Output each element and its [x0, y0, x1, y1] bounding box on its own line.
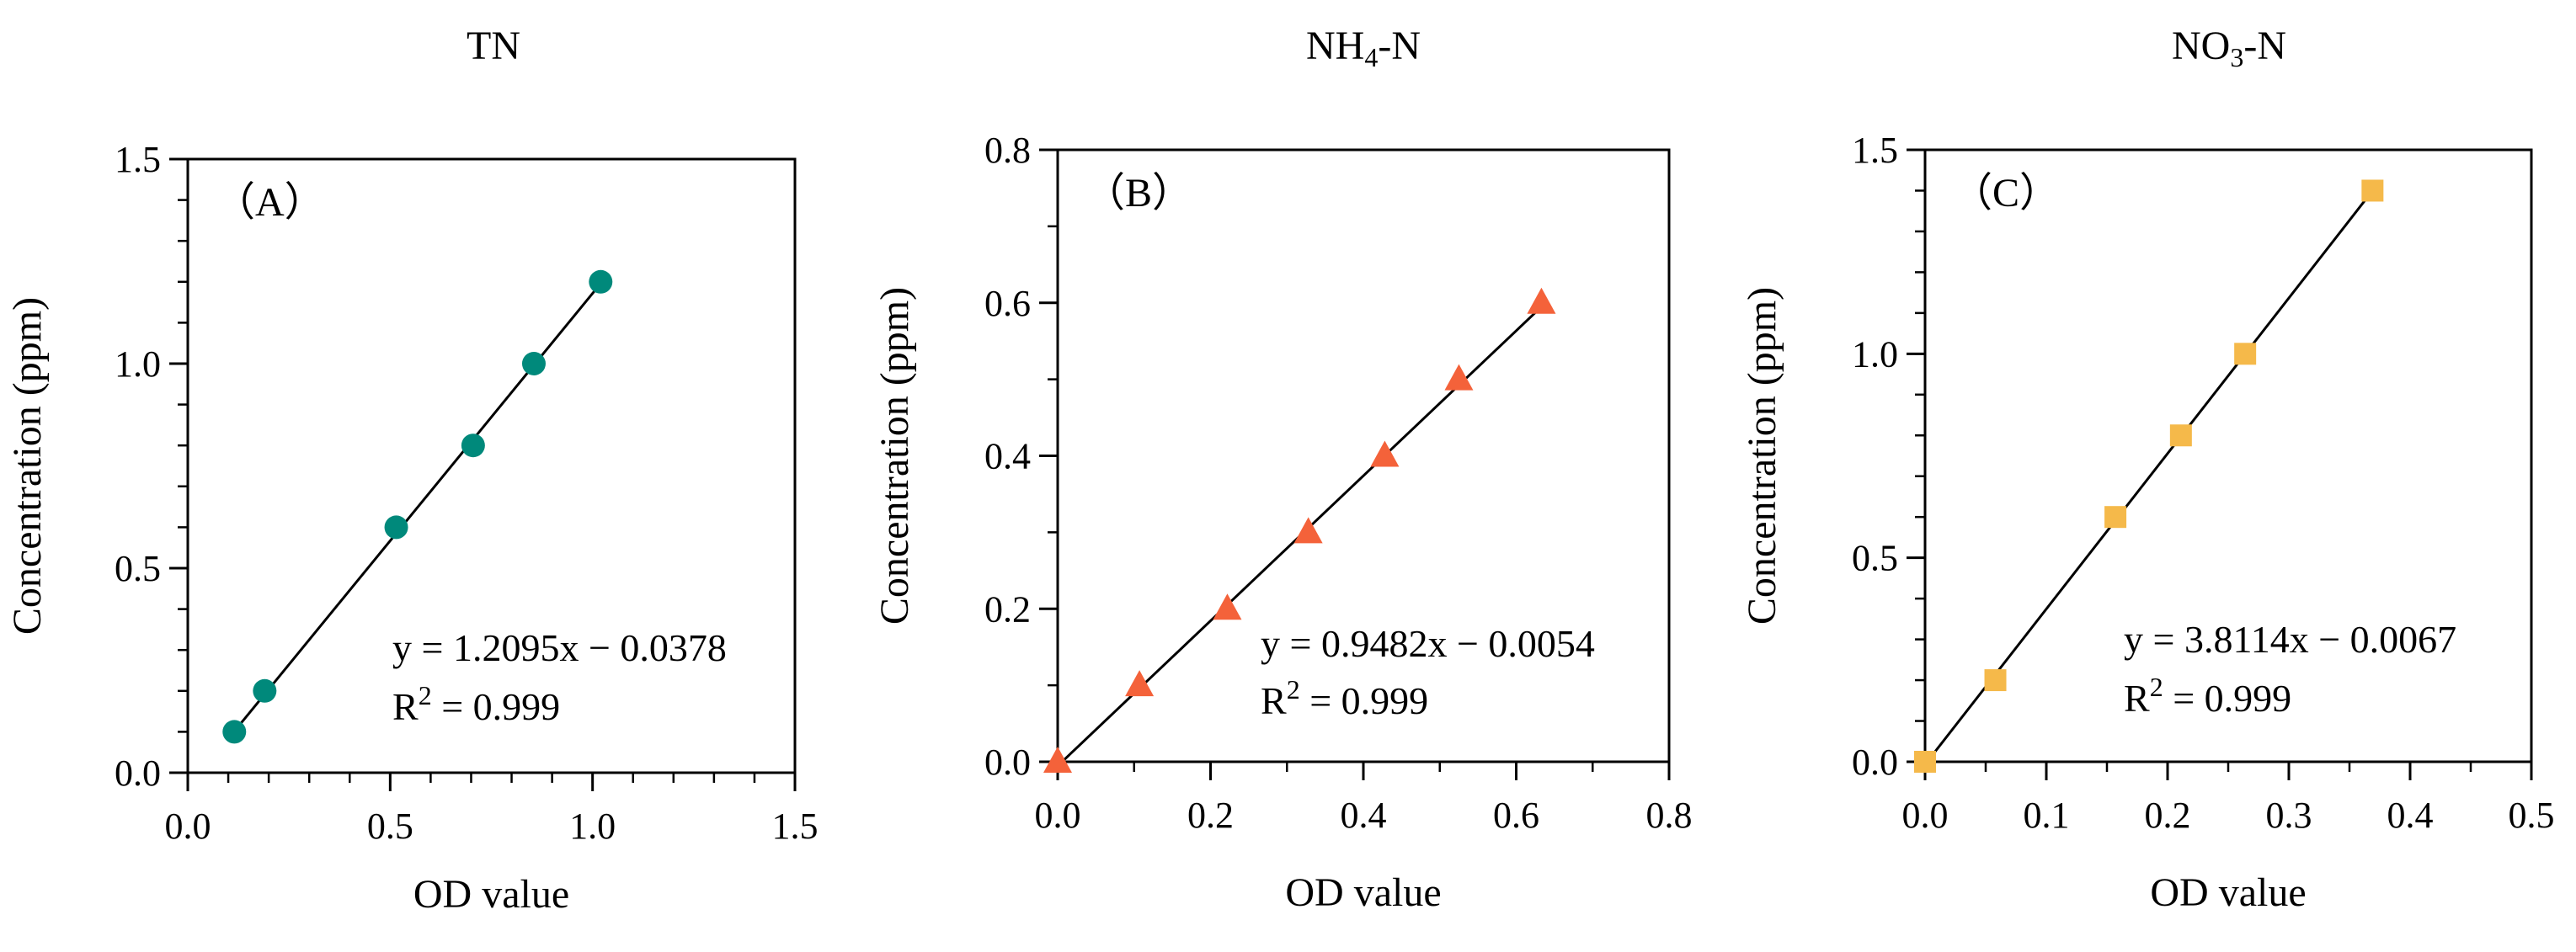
- chart-title: TN: [467, 24, 520, 68]
- data-point: [1914, 751, 1936, 773]
- data-point: [253, 678, 277, 703]
- x-tick-label: 0.2: [2145, 795, 2191, 836]
- y-tick-label: 1.0: [115, 343, 161, 385]
- chart-panel-c: 0.0 0.1 0.2 0.3 0.4 0.5 0.0 0.5 1.0 1.5 NO3-N （C） y …: [1740, 24, 2555, 915]
- data-point: [521, 352, 546, 375]
- data-point: [461, 433, 485, 458]
- panel-label: （B）: [1085, 171, 1192, 215]
- x-tick-label: 0.5: [2509, 795, 2555, 836]
- x-tick-label: 0.5: [367, 806, 413, 847]
- panel-label: （C）: [1952, 171, 2060, 215]
- data-point: [1984, 669, 2007, 692]
- data-point: [2169, 424, 2192, 447]
- r-squared: R2 = 0.999: [1261, 674, 1428, 722]
- chart-panel-b: 0.0 0.2 0.4 0.6 0.8 0.0 0.2 0.4 0.6 0.8 NH4-N （B） y …: [872, 24, 1693, 915]
- x-tick-label: 1.5: [772, 806, 819, 847]
- y-tick-label: 1.0: [1852, 333, 1898, 375]
- y-tick-label: 0.2: [984, 588, 1031, 630]
- x-axis-label: OD value: [2150, 870, 2306, 915]
- x-tick-label: 0.0: [1035, 795, 1081, 836]
- y-axis-label: Concentration (ppm): [1740, 287, 1784, 625]
- fit-line: [1923, 189, 2374, 766]
- data-point: [2361, 179, 2384, 202]
- x-tick-label: 0.8: [1646, 795, 1693, 836]
- y-tick-label: 0.0: [1852, 742, 1898, 783]
- panel-label: （A）: [215, 180, 325, 225]
- r-squared: R2 = 0.999: [2124, 672, 2291, 720]
- x-tick-label: 0.2: [1187, 795, 1234, 836]
- y-axis-label: Concentration (ppm): [5, 297, 50, 635]
- fit-equation: y = 0.9482x − 0.0054: [1261, 622, 1595, 665]
- y-tick-label: 0.0: [984, 742, 1031, 783]
- y-tick-label: 0.0: [115, 753, 161, 794]
- x-tick-label: 0.1: [2024, 795, 2070, 836]
- data-point: [1125, 670, 1155, 697]
- data-point: [1444, 364, 1474, 391]
- y-tick-label: 0.5: [115, 548, 161, 589]
- x-axis-label: OD value: [413, 872, 569, 917]
- x-tick-label: 0.0: [165, 806, 211, 847]
- x-tick-label: 1.0: [569, 806, 616, 847]
- y-axis-label: Concentration (ppm): [872, 287, 917, 625]
- y-tick-label: 0.4: [984, 436, 1031, 477]
- x-tick-label: 0.0: [1902, 795, 1949, 836]
- fit-equation: y = 1.2095x − 0.0378: [392, 626, 727, 669]
- data-point: [1370, 440, 1400, 467]
- plot-frame: [186, 157, 797, 774]
- chart-title: NO3-N: [2172, 24, 2286, 72]
- data-point: [1527, 287, 1556, 314]
- y-tick-label: 0.5: [1852, 538, 1898, 579]
- x-tick-label: 0.6: [1493, 795, 1539, 836]
- r-squared: R2 = 0.999: [392, 680, 560, 728]
- x-tick-label: 0.4: [1341, 795, 1387, 836]
- chart-title: NH4-N: [1306, 24, 1421, 72]
- data-point: [222, 720, 247, 744]
- y-tick-label: 1.5: [1852, 130, 1898, 171]
- y-tick-label: 0.8: [984, 130, 1031, 171]
- x-tick-label: 0.3: [2266, 795, 2312, 836]
- data-point: [2104, 506, 2127, 529]
- x-tick-label: 0.4: [2387, 795, 2434, 836]
- chart-panel-a: 0.0 0.5 1.0 1.5 0.0 0.5 1.0 1.5 TN （A） y = 1.2095x…: [5, 24, 819, 917]
- data-point: [1213, 593, 1242, 620]
- data-point: [2234, 343, 2257, 365]
- data-point: [1043, 747, 1072, 773]
- data-point: [589, 269, 613, 294]
- y-tick-label: 0.6: [984, 283, 1031, 324]
- data-point: [1293, 517, 1323, 544]
- data-point: [384, 515, 408, 540]
- fit-equation: y = 3.8114x − 0.0067: [2124, 618, 2456, 661]
- x-axis-label: OD value: [1285, 870, 1441, 915]
- y-tick-label: 1.5: [115, 139, 161, 180]
